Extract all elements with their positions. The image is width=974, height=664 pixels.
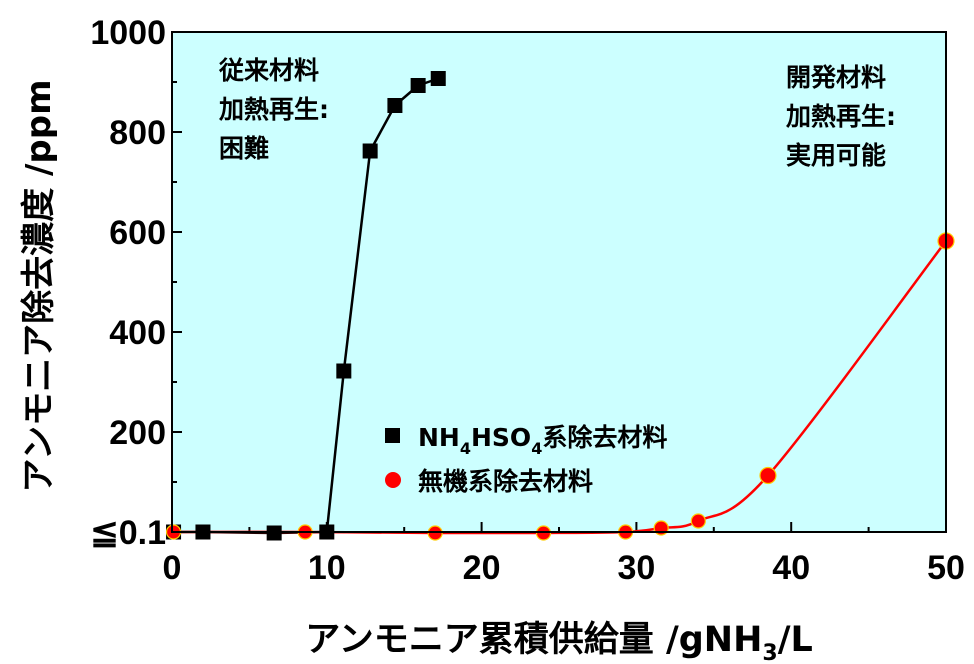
annotation-conventional: 従来材料 加熱再生: 困難: [218, 56, 329, 163]
annotation-left-line-1: 従来材料: [218, 56, 319, 85]
x-tick-label: 30: [617, 549, 655, 587]
x-axis-title: アンモニア累積供給量 /gNH3/L: [305, 620, 813, 664]
y-tick-label: ≦0.1: [90, 514, 166, 552]
y-axis-ticks: ≦0.1 200 400 600 800 1000: [90, 14, 182, 552]
plot-area: [172, 32, 946, 532]
x-tick-label: 0: [163, 549, 182, 587]
legend: NH4HSO4系除去材料 無機系除去材料: [385, 423, 667, 496]
y-tick-label: 800: [109, 114, 166, 152]
legend-hso: HSO: [471, 423, 531, 452]
x-axis-title-sub: 3: [762, 641, 777, 664]
series-nh4hso4-point: [410, 78, 426, 93]
x-axis-title-main: アンモニア累積供給量 /gNH: [305, 620, 762, 660]
x-tick-label: 20: [463, 549, 501, 587]
series-nh4hso4-point: [387, 98, 403, 113]
legend-label-inorganic: 無機系除去材料: [418, 467, 593, 496]
annotation-left-line-3: 困難: [219, 134, 269, 163]
annotation-right-line-3: 実用可能: [786, 141, 886, 170]
y-tick-label: 600: [109, 214, 166, 252]
legend-label-nh4hso4: NH4HSO4系除去材料: [418, 423, 667, 458]
plot-frame: [171, 31, 947, 533]
y-tick-label: 200: [109, 414, 166, 452]
legend-sub-4a: 4: [460, 439, 471, 458]
legend-sub-4b: 4: [531, 439, 542, 458]
series-nh4hso4-point: [336, 363, 352, 379]
series-nh4hso4-point: [362, 143, 378, 159]
series-inorganic-point: [759, 466, 777, 485]
x-tick-label: 10: [308, 549, 346, 587]
x-tick-label: 50: [927, 549, 965, 587]
annotation-right-line-2: 加熱再生:: [785, 102, 896, 131]
series-inorganic-point: [690, 513, 706, 529]
annotation-left-line-2: 加熱再生:: [218, 95, 329, 124]
x-tick-label: 40: [772, 549, 810, 587]
y-tick-label: 1000: [90, 14, 166, 52]
legend-marker-square: [385, 428, 400, 443]
y-tick-label: 400: [109, 314, 166, 352]
legend-tail: 系除去材料: [542, 423, 667, 452]
x-axis-title-tail: /L: [778, 620, 813, 660]
legend-marker-circle: [385, 472, 401, 488]
annotation-developed: 開発材料 加熱再生: 実用可能: [785, 63, 896, 170]
series-nh4hso4-point: [430, 71, 446, 86]
legend-nh: NH: [418, 423, 460, 452]
annotation-right-line-1: 開発材料: [786, 63, 886, 92]
y-axis-title: アンモニア除去濃度 /ppm: [19, 80, 59, 493]
